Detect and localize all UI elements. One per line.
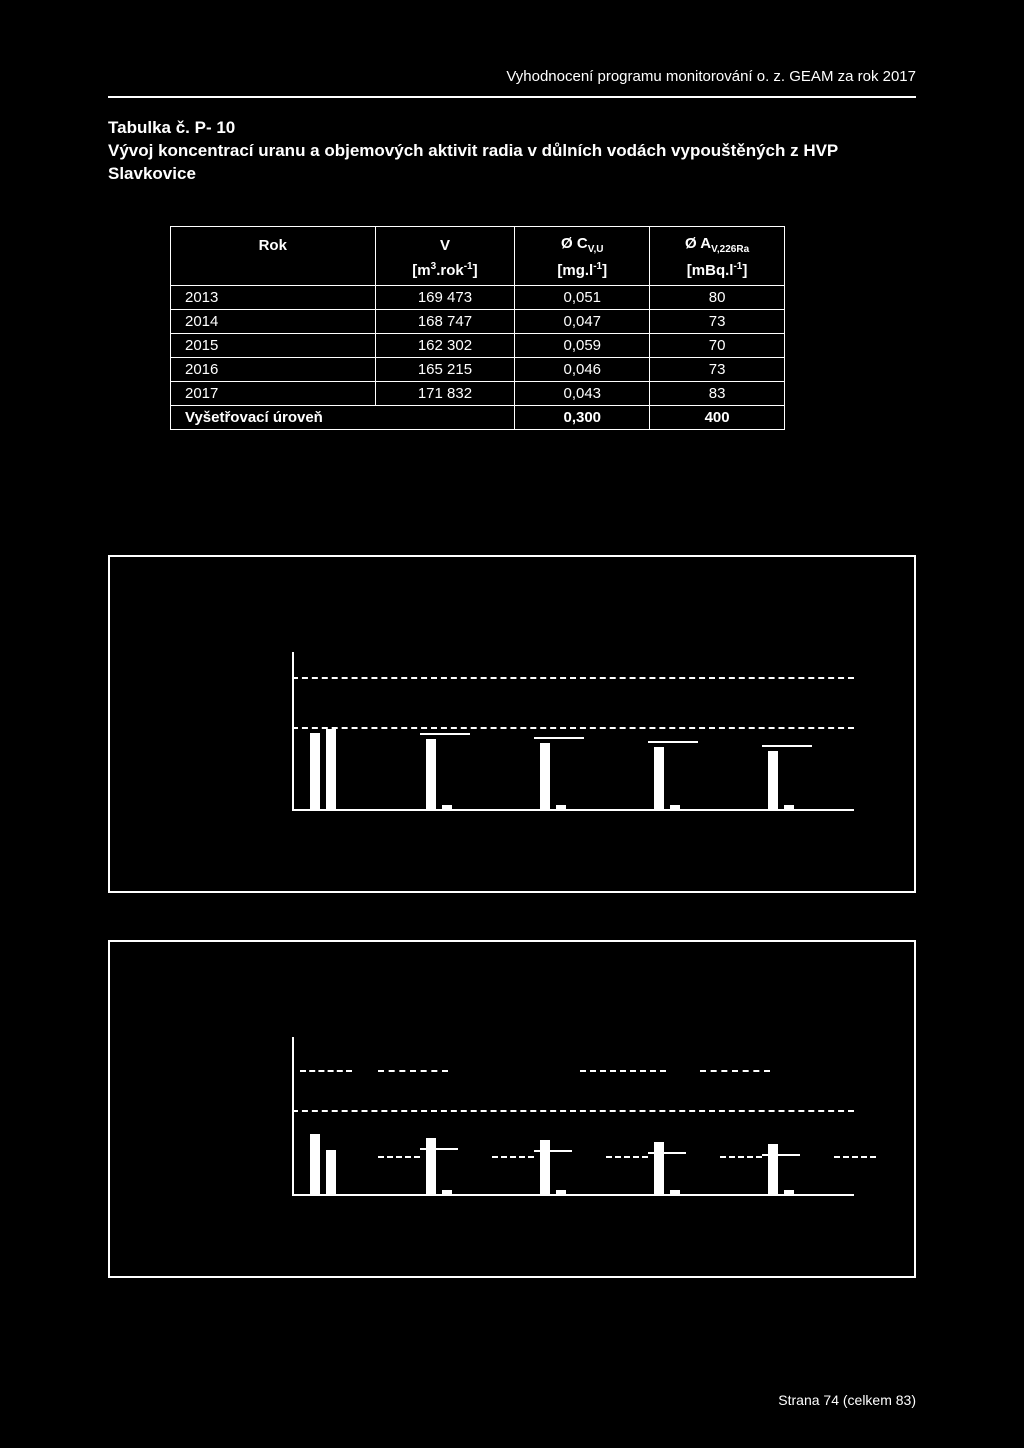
chart1-bar xyxy=(310,733,320,809)
investigation-level-label: Vyšetřovací úroveň xyxy=(171,406,515,430)
col-v-unit: [m3.rok-1] xyxy=(375,258,515,286)
table-cell: 0,059 xyxy=(515,334,650,358)
chart2-bar xyxy=(442,1190,452,1194)
chart2-top-dash xyxy=(580,1070,666,1072)
table-cell: 2013 xyxy=(171,286,376,310)
chart2-bar xyxy=(654,1142,664,1194)
chart1-x-axis xyxy=(292,809,854,811)
chart1-bar xyxy=(326,729,336,809)
table-cell: 70 xyxy=(650,334,785,358)
page-header: Vyhodnocení programu monitorování o. z. … xyxy=(506,68,916,85)
chart1-bar xyxy=(540,743,550,809)
table-row: 2017171 8320,04383 xyxy=(171,382,785,406)
table-row: 2016165 2150,04673 xyxy=(171,358,785,382)
table-cell: 2016 xyxy=(171,358,376,382)
chart2-mid-dash xyxy=(606,1156,648,1158)
chart2-bar xyxy=(310,1134,320,1194)
table-title: Vývoj koncentrací uranu a objemových akt… xyxy=(108,140,916,186)
chart2-cap xyxy=(534,1150,572,1152)
col-a-unit: [mBq.l-1] xyxy=(650,258,785,286)
table-cell: 0,043 xyxy=(515,382,650,406)
col-rok-label: Rok xyxy=(171,227,376,259)
chart-1 xyxy=(108,555,916,893)
table-cell: 2017 xyxy=(171,382,376,406)
chart2-top-dash xyxy=(700,1070,770,1072)
chart1-bar xyxy=(442,805,452,809)
chart2-bar xyxy=(670,1190,680,1194)
table-cell: 169 473 xyxy=(375,286,515,310)
table-number: Tabulka č. P- 10 xyxy=(108,118,916,138)
chart2-bar xyxy=(540,1140,550,1194)
chart1-cap xyxy=(420,733,470,735)
table-row: 2015162 3020,05970 xyxy=(171,334,785,358)
table-cell: 73 xyxy=(650,310,785,334)
chart2-bar xyxy=(784,1190,794,1194)
chart2-cap xyxy=(420,1148,458,1150)
chart2-bar xyxy=(426,1138,436,1194)
col-a-label: Ø AV,226Ra xyxy=(650,227,785,259)
table-cell: 80 xyxy=(650,286,785,310)
table-cell: 73 xyxy=(650,358,785,382)
chart2-mid-dash xyxy=(720,1156,762,1158)
chart1-ref-line xyxy=(292,727,854,729)
header-rule xyxy=(108,96,916,98)
col-c-unit: [mg.l-1] xyxy=(515,258,650,286)
table-row: 2014168 7470,04773 xyxy=(171,310,785,334)
table-cell: 162 302 xyxy=(375,334,515,358)
chart2-top-dash xyxy=(378,1070,448,1072)
chart2-ref-line xyxy=(292,1110,854,1112)
chart1-cap xyxy=(534,737,584,739)
chart2-top-dash xyxy=(300,1070,352,1072)
chart1-bar xyxy=(768,751,778,809)
chart1-bar xyxy=(426,739,436,809)
chart1-cap xyxy=(648,741,698,743)
table-cell: 0,047 xyxy=(515,310,650,334)
chart2-y-axis xyxy=(292,1037,294,1196)
chart2-mid-dash xyxy=(492,1156,534,1158)
table-cell: 0,051 xyxy=(515,286,650,310)
chart1-bar xyxy=(556,805,566,809)
table-cell: 165 215 xyxy=(375,358,515,382)
table-cell: 0,046 xyxy=(515,358,650,382)
investigation-level-a: 400 xyxy=(650,406,785,430)
chart1-bar xyxy=(654,747,664,809)
chart2-bar xyxy=(768,1144,778,1194)
chart2-mid-dash xyxy=(834,1156,876,1158)
table-cell: 171 832 xyxy=(375,382,515,406)
chart1-cap xyxy=(762,745,812,747)
table-body: 2013169 4730,051802014168 7470,047732015… xyxy=(171,286,785,406)
investigation-level-c: 0,300 xyxy=(515,406,650,430)
chart2-mid-dash xyxy=(378,1156,420,1158)
table-cell: 2014 xyxy=(171,310,376,334)
table-row: 2013169 4730,05180 xyxy=(171,286,785,310)
chart1-ref-line xyxy=(292,677,854,679)
title-block: Tabulka č. P- 10 Vývoj koncentrací uranu… xyxy=(108,118,916,186)
chart2-x-axis xyxy=(292,1194,854,1196)
table-cell: 2015 xyxy=(171,334,376,358)
col-c-label: Ø CV,U xyxy=(515,227,650,259)
col-v-label: V xyxy=(375,227,515,259)
table-cell: 168 747 xyxy=(375,310,515,334)
data-table: Rok V Ø CV,U Ø AV,226Ra [m3.rok-1] [mg.l… xyxy=(170,226,785,430)
chart2-bar xyxy=(326,1150,336,1194)
chart2-cap xyxy=(762,1154,800,1156)
chart1-bar xyxy=(784,805,794,809)
table-header-row-2: [m3.rok-1] [mg.l-1] [mBq.l-1] xyxy=(171,258,785,286)
table-last-row: Vyšetřovací úroveň 0,300 400 xyxy=(171,406,785,430)
chart1-bar xyxy=(670,805,680,809)
table-header-row-1: Rok V Ø CV,U Ø AV,226Ra xyxy=(171,227,785,259)
table-cell: 83 xyxy=(650,382,785,406)
chart1-y-axis xyxy=(292,652,294,811)
page-footer: Strana 74 (celkem 83) xyxy=(778,1392,916,1408)
chart2-bar xyxy=(556,1190,566,1194)
chart-2 xyxy=(108,940,916,1278)
chart2-cap xyxy=(648,1152,686,1154)
